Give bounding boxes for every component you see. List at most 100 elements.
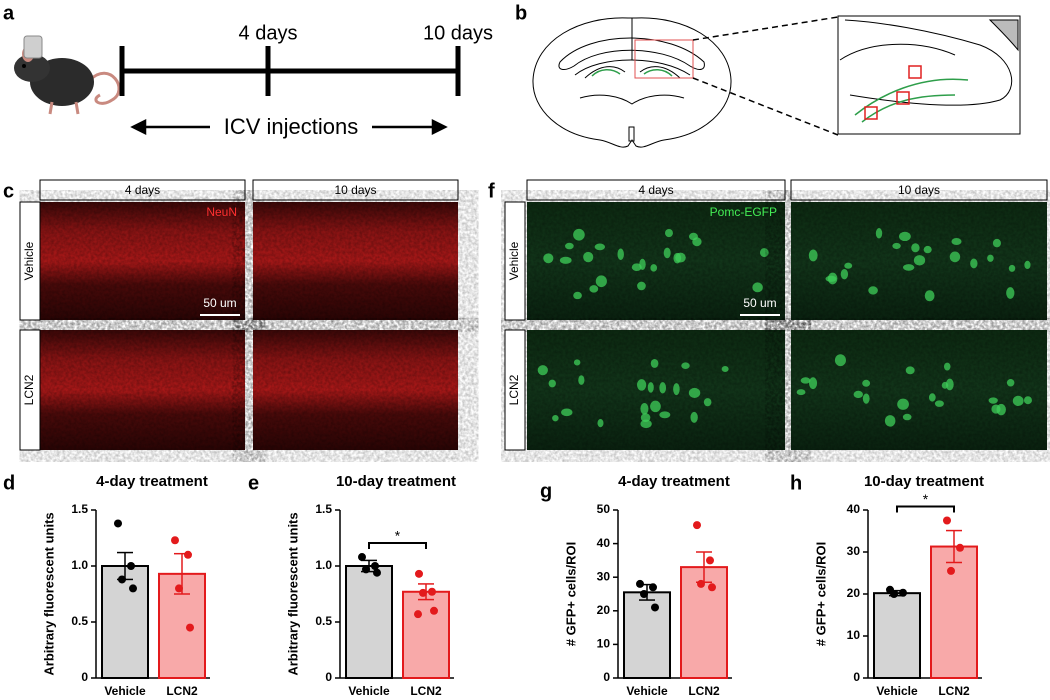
cell: [840, 268, 849, 280]
cell: [681, 362, 690, 370]
panel-letter: g: [540, 480, 552, 502]
cell: [640, 402, 649, 415]
cell: [796, 389, 806, 396]
x-tick-label: Vehicle: [876, 684, 918, 698]
data-point: [118, 575, 126, 584]
y-tick-label: 30: [847, 544, 861, 558]
y-tick-label: 0.5: [71, 614, 88, 628]
data-point: [430, 606, 438, 615]
cell: [844, 262, 853, 269]
cell: [543, 253, 554, 264]
y-tick-label: 0: [603, 670, 610, 684]
data-point: [706, 556, 714, 565]
significance-label: *: [923, 491, 929, 507]
panel-letter: c: [3, 180, 14, 202]
scale-bar-label: 50 um: [203, 296, 236, 310]
cell: [573, 359, 581, 366]
cell: [892, 242, 901, 250]
error-bar: [946, 529, 962, 564]
significance-label: *: [395, 528, 401, 544]
panel-letter: h: [790, 472, 802, 494]
data-point: [415, 569, 423, 578]
x-tick-label: LCN2: [688, 684, 720, 698]
cell: [800, 377, 811, 384]
y-tick-label: 20: [847, 586, 861, 600]
cell: [583, 251, 594, 263]
significance-bracket: [896, 505, 955, 513]
data-point: [649, 583, 657, 592]
bar: [158, 572, 206, 680]
cell: [721, 366, 729, 373]
cell: [548, 379, 556, 388]
y-tick-label: 40: [597, 536, 611, 550]
cell: [853, 390, 863, 399]
chart-title: 10-day treatment: [336, 473, 456, 490]
column-header-box: [252, 179, 459, 201]
y-tick-label: 40: [847, 502, 861, 516]
cell: [949, 251, 961, 263]
data-point: [693, 521, 701, 530]
micrograph-texture: [791, 330, 1047, 450]
cell: [897, 398, 909, 410]
data-point: [890, 590, 898, 598]
cell: [561, 408, 573, 417]
cell: [987, 254, 994, 262]
column-header: 10 days: [334, 183, 376, 197]
cell: [875, 228, 883, 239]
cell: [945, 378, 954, 391]
data-point: [428, 587, 436, 596]
row-header-box: [19, 329, 41, 451]
cell: [862, 379, 871, 387]
y-tick-label: 1.0: [71, 558, 88, 572]
cell: [760, 248, 769, 258]
mouse-icon: [14, 35, 121, 115]
timeline-mark: 4 days: [239, 22, 298, 44]
y-tick-label: 0: [81, 670, 88, 684]
cell: [565, 242, 574, 250]
panel-letter: f: [488, 180, 495, 202]
cell: [659, 382, 667, 394]
cell: [573, 291, 582, 300]
timeline-mark: 10 days: [423, 22, 493, 44]
data-point: [419, 588, 427, 597]
data-point: [697, 579, 705, 588]
cell: [690, 411, 698, 423]
cell: [559, 256, 572, 264]
bar: [873, 592, 921, 679]
stain-label: Pomc-EGFP: [710, 205, 777, 219]
cell: [923, 245, 932, 254]
cell: [640, 413, 651, 422]
panel-letter: b: [515, 2, 527, 24]
y-tick-label: 0: [853, 670, 860, 684]
cell: [597, 419, 604, 428]
column-header: 10 days: [898, 183, 940, 197]
column-header-box: [39, 179, 246, 201]
cell: [808, 377, 818, 390]
y-tick-label: 0: [325, 670, 332, 684]
cell: [537, 365, 548, 376]
chart-title: 10-day treatment: [864, 473, 984, 490]
y-axis-label: # GFP+ cells/ROI: [813, 542, 828, 646]
chart-title: 4-day treatment: [618, 473, 730, 490]
y-tick-label: 10: [597, 637, 611, 651]
row-header-box: [504, 201, 526, 321]
cell: [640, 419, 652, 429]
data-point: [899, 588, 907, 597]
y-tick-label: 50: [597, 502, 611, 516]
cell: [595, 275, 607, 288]
data-point: [127, 562, 135, 570]
y-tick-label: 20: [597, 603, 611, 617]
column-header-box: [790, 179, 1048, 201]
cell: [665, 228, 673, 238]
row-header-box: [504, 329, 526, 451]
data-point: [186, 623, 194, 632]
data-point: [175, 584, 183, 593]
row-header: LCN2: [507, 374, 521, 405]
data-point: [947, 566, 955, 575]
x-tick-label: Vehicle: [626, 684, 668, 698]
panel-letter: d: [3, 472, 15, 494]
bar: [402, 590, 450, 680]
row-header: LCN2: [22, 374, 36, 405]
cell: [996, 403, 1006, 416]
significance-bracket: [368, 542, 427, 550]
